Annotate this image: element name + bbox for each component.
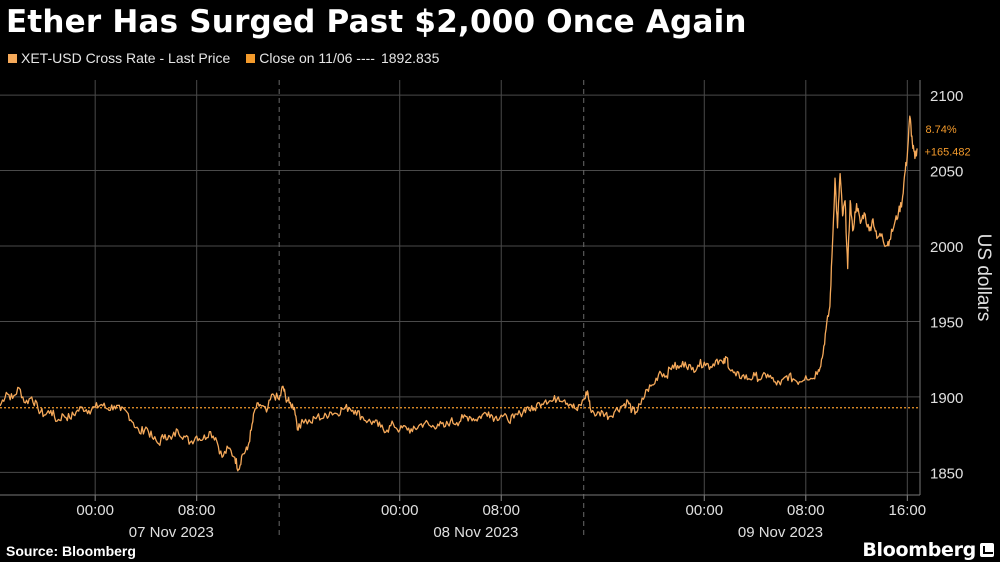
legend-item-last-price: XET-USD Cross Rate - Last Price [8, 50, 230, 66]
y-tick-label-1850: 1850 [930, 465, 963, 482]
annotation-abs-change: +165.482 [924, 146, 970, 158]
y-tick-label-2000: 2000 [930, 239, 963, 256]
x-date-label-2: 09 Nov 2023 [738, 524, 823, 540]
legend-swatch-close [246, 53, 256, 63]
x-tick-label-0: 00:00 [76, 502, 114, 519]
x-tick-label-3: 08:00 [482, 502, 520, 519]
x-tick-label-6: 16:00 [889, 502, 927, 519]
x-tick-label-1: 08:00 [178, 502, 216, 519]
chart-title: Ether Has Surged Past $2,000 Once Again [6, 4, 747, 40]
y-axis-label: US dollars [973, 234, 994, 322]
x-tick-label-5: 08:00 [787, 502, 825, 519]
line-chart: 1850 1900 1950 2000 2050 2100 00:00 08:00 00:00 0… [0, 80, 994, 540]
legend-label-close: Close on 11/06 ---- [259, 50, 375, 66]
legend-label-last-price: XET-USD Cross Rate - Last Price [21, 50, 231, 66]
legend-item-close: Close on 11/06 ---- 1892.835 [246, 50, 439, 66]
series-line-last-price [0, 115, 918, 472]
x-tick-label-4: 00:00 [686, 502, 724, 519]
legend-value-close: 1892.835 [380, 50, 440, 66]
brand-logo: Bloomberg [862, 539, 976, 561]
y-tick-label-1950: 1950 [930, 314, 963, 331]
y-tick-label-1900: 1900 [930, 390, 963, 407]
annotation-change-bg [922, 142, 975, 157]
y-tick-label-2050: 2050 [930, 164, 963, 181]
x-tick-label-2: 00:00 [381, 502, 419, 519]
legend-swatch-last-price [8, 53, 17, 63]
source-note: Source: Bloomberg [6, 543, 136, 559]
annotation-pct-change: 8.74% [925, 124, 956, 136]
chart-icon [980, 543, 994, 557]
chart-legend: XET-USD Cross Rate - Last Price Close on… [8, 50, 455, 66]
y-tick-label-2100: 2100 [930, 88, 963, 105]
x-date-label-1: 08 Nov 2023 [433, 524, 518, 540]
x-date-label-0: 07 Nov 2023 [129, 524, 214, 540]
